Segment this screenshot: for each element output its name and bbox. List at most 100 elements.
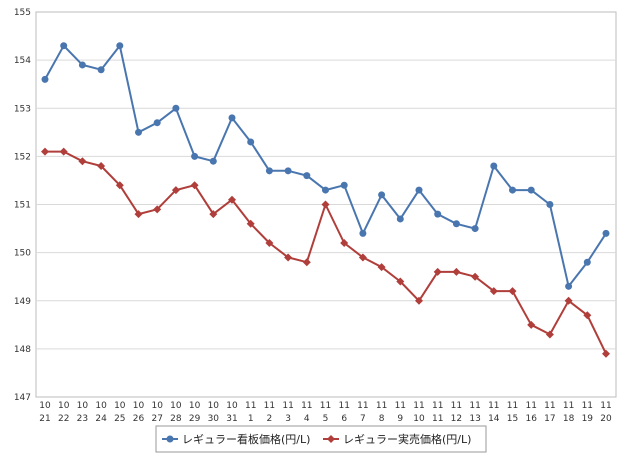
x-tick-day: 14 xyxy=(488,414,500,424)
data-point xyxy=(191,152,199,160)
data-point xyxy=(527,320,536,329)
x-tick-day: 9 xyxy=(397,414,403,424)
x-tick-day: 20 xyxy=(600,414,612,424)
x-tick-month: 10 xyxy=(170,401,182,411)
data-point xyxy=(135,128,142,136)
x-tick-day: 17 xyxy=(544,414,555,424)
x-tick-month: 11 xyxy=(432,401,443,411)
x-tick-month: 11 xyxy=(451,401,462,411)
gridlines xyxy=(36,59,616,350)
x-tick-month: 11 xyxy=(469,401,480,411)
x-tick-day: 10 xyxy=(413,414,425,424)
data-point xyxy=(265,239,274,247)
x-tick-month: 11 xyxy=(282,401,293,411)
data-point xyxy=(172,104,180,112)
data-point xyxy=(489,287,498,296)
x-tick-month: 11 xyxy=(582,401,593,411)
x-tick-month: 11 xyxy=(413,401,424,411)
x-tick-day: 2 xyxy=(267,414,273,424)
data-point xyxy=(302,258,311,267)
series-layer xyxy=(41,42,610,358)
data-point xyxy=(340,239,349,247)
series-2 xyxy=(41,147,610,358)
x-tick-month: 10 xyxy=(133,401,145,411)
data-point xyxy=(415,186,423,194)
x-tick-day: 22 xyxy=(58,414,69,424)
x-tick-month: 10 xyxy=(226,401,238,411)
x-tick-day: 4 xyxy=(304,414,310,424)
data-point xyxy=(247,138,255,146)
y-tick-label: 147 xyxy=(14,393,31,403)
x-tick-month: 10 xyxy=(151,401,163,411)
x-tick-month: 10 xyxy=(77,401,89,411)
x-tick-day: 31 xyxy=(226,414,237,424)
x-tick-month: 10 xyxy=(114,401,126,411)
data-point xyxy=(546,201,554,208)
data-point xyxy=(190,181,199,190)
data-point xyxy=(434,210,442,218)
data-point xyxy=(415,296,423,305)
x-tick-month: 11 xyxy=(338,401,349,411)
data-point xyxy=(171,186,180,195)
x-tick-month: 11 xyxy=(320,401,331,411)
data-point xyxy=(322,186,329,194)
x-tick-day: 29 xyxy=(189,414,201,424)
x-tick-month: 11 xyxy=(525,401,536,411)
y-tick-label: 151 xyxy=(14,201,31,211)
x-tick-month: 11 xyxy=(600,401,611,411)
data-point xyxy=(246,219,255,228)
x-tick-day: 13 xyxy=(469,414,480,424)
legend-box xyxy=(155,425,487,453)
x-tick-month: 11 xyxy=(376,401,387,411)
x-tick-day: 3 xyxy=(285,414,291,424)
x-tick-month: 10 xyxy=(39,401,51,411)
legend-label-series-2: レギュラー実売価格(円/L) xyxy=(343,432,471,446)
x-tick-month: 11 xyxy=(395,401,406,411)
data-point xyxy=(41,147,49,156)
x-tick-day: 7 xyxy=(360,414,366,424)
y-tick-label: 155 xyxy=(14,8,31,18)
y-tick-label: 149 xyxy=(14,297,31,307)
data-point xyxy=(377,263,386,272)
x-tick-month: 10 xyxy=(189,401,201,411)
x-tick-day: 1 xyxy=(248,414,254,424)
data-point xyxy=(134,210,143,219)
data-point xyxy=(153,205,162,214)
data-point xyxy=(602,349,610,358)
x-tick-day: 27 xyxy=(151,414,162,424)
data-point xyxy=(583,311,592,320)
data-point xyxy=(359,229,367,237)
x-tick-day: 12 xyxy=(451,414,462,424)
data-point xyxy=(78,61,86,69)
data-point xyxy=(284,167,292,175)
x-tick-day: 21 xyxy=(39,414,50,424)
x-tick-day: 28 xyxy=(170,414,182,424)
data-point xyxy=(583,258,591,266)
data-point xyxy=(565,282,573,290)
data-point xyxy=(209,210,218,219)
data-point xyxy=(228,114,236,122)
x-tick-month: 11 xyxy=(301,401,312,411)
data-point xyxy=(97,162,106,170)
data-point xyxy=(60,42,68,50)
data-point xyxy=(209,157,217,165)
legend: レギュラー看板価格(円/L) レギュラー実売価格(円/L) xyxy=(155,425,487,453)
x-tick-day: 18 xyxy=(563,414,575,424)
x-tick-day: 24 xyxy=(95,414,107,424)
data-point xyxy=(228,195,236,204)
data-point xyxy=(321,200,330,209)
data-point xyxy=(509,186,516,194)
data-point xyxy=(452,267,461,276)
y-tick-label: 150 xyxy=(14,249,31,259)
data-point xyxy=(153,119,161,127)
x-tick-day: 23 xyxy=(77,414,88,424)
data-point xyxy=(303,172,311,180)
x-tick-day: 30 xyxy=(208,414,220,424)
y-tick-label: 152 xyxy=(14,152,31,162)
x-tick-day: 16 xyxy=(525,414,537,424)
data-point xyxy=(545,330,554,339)
data-point xyxy=(116,42,124,50)
data-point xyxy=(115,181,124,190)
x-tick-month: 11 xyxy=(488,401,499,411)
